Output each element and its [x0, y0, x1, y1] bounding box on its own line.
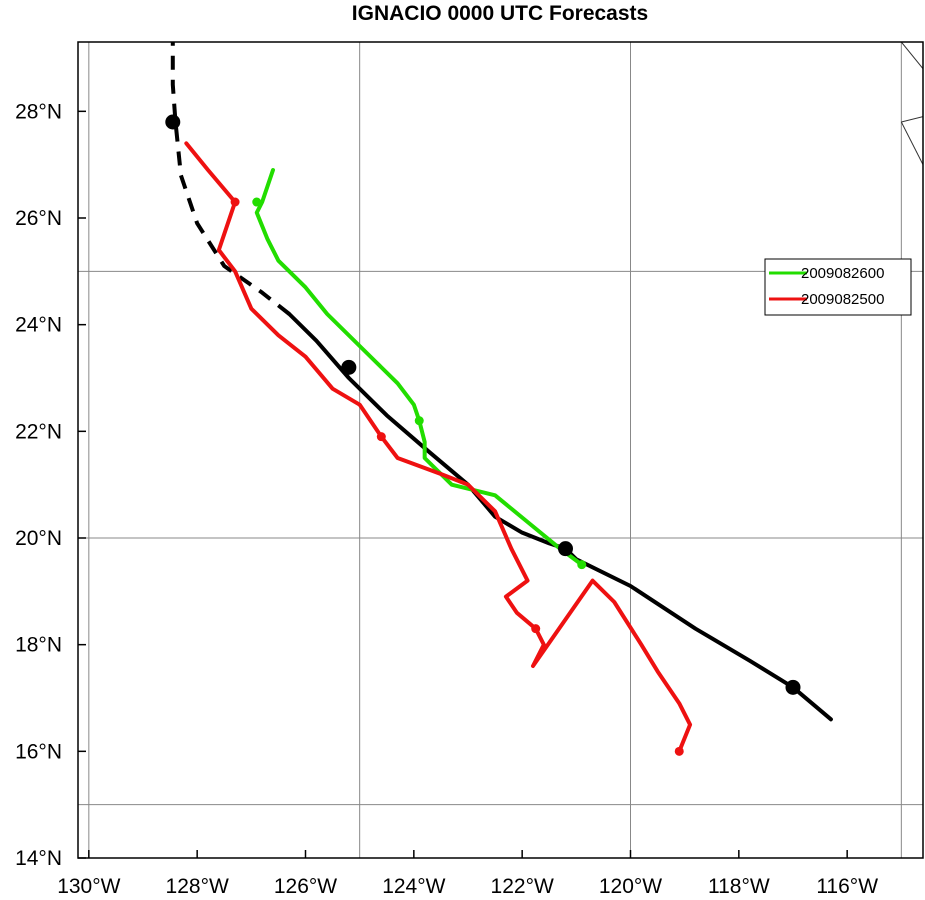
series-line-best-track-observed [287, 312, 833, 722]
legend-label-2009082500: 2009082500 [801, 291, 884, 308]
series-line-best-track-extrapolated [170, 42, 291, 316]
best-track-point-1 [558, 541, 573, 557]
y-tick-label-7: 28°N [15, 100, 62, 123]
series-line-2009082500 [184, 141, 693, 754]
x-tick-label-7: 116°W [816, 875, 878, 898]
series-point-2009082600-2 [252, 197, 262, 207]
coastline-segment-0 [900, 42, 923, 69]
x-tick-label-2: 126°W [274, 875, 337, 898]
series-point-2009082500-3 [230, 197, 240, 207]
y-tick-label-3: 20°N [15, 527, 62, 550]
x-tick-label-3: 124°W [382, 875, 445, 898]
coastline [900, 42, 923, 165]
coastline-segment-2 [900, 121, 923, 165]
series-point-2009082600-1 [414, 416, 424, 426]
y-tick-label-0: 14°N [15, 847, 62, 870]
legend-label-2009082600: 2009082600 [801, 265, 884, 282]
x-tick-label-0: 130°W [57, 875, 120, 898]
series-point-2009082500-2 [376, 432, 386, 442]
track-series [165, 42, 833, 756]
best-track-point-2 [341, 359, 357, 375]
series-point-2009082500-0 [674, 746, 684, 756]
x-tick-label-5: 120°W [599, 875, 662, 898]
y-tick-label-6: 26°N [15, 207, 62, 230]
plot-frame [77, 41, 924, 859]
chart-title: IGNACIO 0000 UTC Forecasts [351, 2, 649, 25]
legend: 2009082600 2009082500 [764, 258, 912, 316]
series-line-2009082600 [254, 168, 584, 567]
series-point-2009082500-1 [531, 624, 541, 634]
legend-box [764, 258, 912, 316]
x-tick-label-4: 122°W [491, 875, 554, 898]
axis-ticks: 130°W 128°W 126°W 124°W 122°W 120°W 118°W 116°W… [15, 100, 878, 898]
x-tick-label-1: 128°W [166, 875, 229, 898]
y-tick-label-5: 24°N [15, 314, 62, 337]
y-tick-label-4: 22°N [15, 420, 62, 443]
x-tick-label-6: 118°W [708, 875, 770, 898]
y-tick-label-1: 16°N [15, 740, 62, 763]
series-point-2009082600-0 [577, 560, 587, 570]
best-track-point-3 [165, 114, 181, 130]
coastline-segment-1 [901, 116, 923, 123]
best-track-point-0 [785, 679, 801, 695]
y-tick-label-2: 18°N [15, 634, 62, 657]
